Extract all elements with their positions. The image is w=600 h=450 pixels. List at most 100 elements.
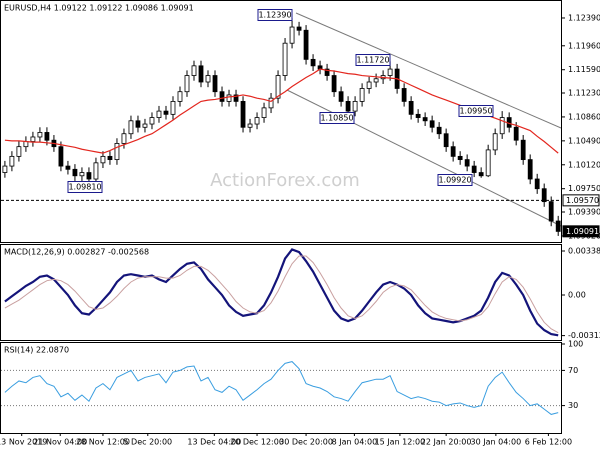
candle-body <box>422 117 428 122</box>
candle-body <box>296 26 302 31</box>
candle-body <box>65 165 71 170</box>
panel-title: RSI(14) 22.0870 <box>4 346 69 355</box>
x-tick-label: 5 Dec 20:00 <box>123 438 172 447</box>
candle-body <box>492 133 498 151</box>
annotation-box <box>67 181 103 193</box>
y-tick-label: 1.12390 <box>568 13 600 22</box>
annotation: 1.12390 <box>258 11 291 20</box>
candle-body <box>352 101 358 112</box>
panel-frame <box>0 0 562 243</box>
candle-body <box>16 146 22 157</box>
candle-body <box>338 91 344 102</box>
candle-body <box>128 120 134 135</box>
candle-body <box>93 162 99 180</box>
x-tick-label: 13 Nov 2019 <box>0 438 47 447</box>
candle-body <box>79 172 85 177</box>
candle-body <box>107 155 113 161</box>
candle-body <box>72 168 78 177</box>
candle-body <box>100 155 106 164</box>
candle-body <box>471 165 477 173</box>
candle-body <box>408 101 414 115</box>
candle-body <box>450 146 456 157</box>
candle-body <box>478 172 484 177</box>
candle-body <box>177 91 183 102</box>
x-tick-label: 8 Jan 04:00 <box>332 438 378 447</box>
candle-body <box>310 58 316 67</box>
candle-body <box>247 123 253 128</box>
y-tick-label: 30 <box>568 401 578 410</box>
y-tick-label: 1.10120 <box>568 160 600 169</box>
y-tick-label: 1.11230 <box>568 88 600 97</box>
candle-body <box>254 117 260 125</box>
y-tick-label: 1.09390 <box>568 207 600 216</box>
y-tick-label: 0.003382 <box>568 246 600 255</box>
annotation-box <box>437 174 473 186</box>
candle-body <box>212 75 218 93</box>
candle-body <box>2 165 8 173</box>
candle-body <box>226 94 232 102</box>
candle-body <box>289 26 295 44</box>
annotation-box <box>257 9 293 21</box>
candle-body <box>541 188 547 203</box>
candle-body <box>268 97 274 109</box>
candle-body <box>58 146 64 167</box>
y-tick-label: 1.10490 <box>568 136 600 145</box>
candle-body <box>37 132 43 138</box>
candle-body <box>156 110 162 118</box>
candle-body <box>373 78 379 83</box>
candle-body <box>191 65 197 76</box>
indicator-line <box>4 255 559 334</box>
price-marker-box <box>562 225 600 238</box>
y-tick-label: 0.00 <box>568 290 586 299</box>
annotation: 1.10850 <box>320 114 353 123</box>
annotation: 1.09920 <box>438 176 471 185</box>
candle-body <box>429 120 435 128</box>
candle-body <box>282 42 288 76</box>
candle-body <box>205 75 211 83</box>
y-tick-label: 70 <box>568 366 578 375</box>
candle-body <box>142 123 148 128</box>
candle-body <box>534 178 540 190</box>
candle-body <box>219 91 225 102</box>
annotation-box <box>355 54 391 66</box>
candle-body <box>485 149 491 177</box>
annotation-box <box>458 105 494 117</box>
candle-body <box>121 133 127 144</box>
candle-body <box>443 133 449 148</box>
watermark: ActionForex.com <box>210 170 360 191</box>
y-tick-label: 1.11960 <box>568 41 600 50</box>
candle-body <box>401 88 407 102</box>
x-tick-label: 30 Jan 04:00 <box>471 438 522 447</box>
annotation: 1.09810 <box>68 183 101 192</box>
candle-body <box>170 101 176 115</box>
candle-body <box>499 117 505 135</box>
candle-body <box>198 65 204 83</box>
candle-body <box>135 120 141 128</box>
candle-body <box>44 132 50 141</box>
candle-body <box>240 101 246 128</box>
x-tick-label: 30 Dec 20:00 <box>279 438 333 447</box>
candle-body <box>163 110 169 115</box>
candle-body <box>548 201 554 222</box>
y-tick-label: 1.11590 <box>568 65 600 74</box>
candle-body <box>359 88 365 102</box>
annotation: 1.11720 <box>356 56 389 65</box>
candle-body <box>23 141 29 148</box>
y-tick-label: 1.09750 <box>568 184 600 193</box>
x-tick-label: 28 Nov 12:00 <box>76 438 130 447</box>
panel-frame <box>0 342 562 434</box>
candle-body <box>555 220 561 232</box>
y-tick-label: 100 <box>568 340 583 349</box>
panel-title: MACD(12,26,9) 0.002827 -0.002568 <box>4 248 149 257</box>
candle-body <box>513 126 519 141</box>
candle-body <box>30 136 36 142</box>
annotation-box <box>319 112 355 124</box>
candle-body <box>9 155 15 167</box>
candle-body <box>114 143 120 161</box>
y-tick-label: -0.003122 <box>568 331 600 340</box>
price-marker-label: 1.09570 <box>566 196 599 205</box>
annotation: 1.09950 <box>459 107 492 116</box>
